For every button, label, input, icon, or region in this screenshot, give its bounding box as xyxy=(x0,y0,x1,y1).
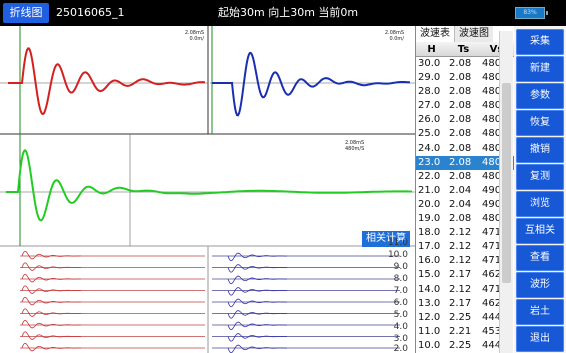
trace-blue-pulse xyxy=(227,287,287,296)
table-row[interactable]: 20.0 2.04 490 xyxy=(418,198,502,210)
header-ts: Ts xyxy=(457,44,470,55)
tab-velocity-chart[interactable]: 波速图 xyxy=(454,26,493,42)
blue-waveform xyxy=(212,51,411,117)
file-name: 25016065_1 xyxy=(56,6,125,19)
green-waveform xyxy=(6,148,412,222)
table-row[interactable]: 12.0 2.25 444 xyxy=(418,311,502,323)
trace-blue-pulse xyxy=(227,298,287,308)
table-row[interactable]: 26.0 2.08 480 xyxy=(418,114,502,126)
scrollbar-thumb[interactable] xyxy=(502,83,511,283)
trace-red-pulse xyxy=(21,273,81,283)
trace-red-pulse xyxy=(21,285,81,294)
new-button[interactable]: 新建 xyxy=(516,56,564,82)
trace-blue-pulse xyxy=(227,333,287,342)
top-bar: 折线图 25016065_1 起始30m 向上30m 当前0m 83% xyxy=(0,0,566,26)
table-row[interactable]: 13.0 2.17 462 xyxy=(418,297,502,309)
depth-scale: 11.0 10.0 9.0 8.0 7.0 6.0 5.0 4.0 3.0 2.… xyxy=(362,220,412,353)
function-sidebar: 采集 新建 参数 恢复 撤销 复测 浏览 互相关 查看 波形 岩土 退出 xyxy=(514,26,566,353)
undo-button[interactable]: 撤销 xyxy=(516,137,564,163)
waveform-area: 2.08mS 0.0m/ 2.08mS 0.0m/ 2.08mS 480m/S 相关计… xyxy=(0,26,415,353)
waveform-canvas xyxy=(0,26,415,353)
trace-blue-pulse xyxy=(227,275,287,285)
scale-middle: 2.08mS 480m/S xyxy=(345,140,365,152)
table-row[interactable]: 24.0 2.08 480 xyxy=(418,142,502,154)
table-row[interactable]: 16.0 2.12 471 xyxy=(418,255,502,267)
scale-right: 2.08mS 0.0m/ xyxy=(384,30,404,42)
trace-red-pulse xyxy=(21,296,81,306)
waveform-button[interactable]: 波形 xyxy=(516,272,564,298)
table-row[interactable]: 27.0 2.08 480 xyxy=(418,100,502,112)
table-tabs: 波速表 波速图 xyxy=(416,26,514,42)
depth-label: 10.0 xyxy=(387,250,408,260)
table-row[interactable]: 11.0 2.21 453 xyxy=(418,325,502,337)
chart-mode-button[interactable]: 折线图 xyxy=(3,3,49,23)
table-scrollbar[interactable] xyxy=(499,31,513,353)
view-button[interactable]: 查看 xyxy=(516,245,564,271)
table-row[interactable]: 17.0 2.12 471 xyxy=(418,241,502,253)
trace-blue-pulse xyxy=(227,344,287,353)
depth-label: 6.0 xyxy=(393,298,408,308)
correlation-calc-button[interactable]: 相关计算 xyxy=(362,231,410,247)
table-body: 30.0 2.08 480 29.0 2.08 480 28.0 2.08 480 27.0… xyxy=(416,57,514,353)
trace-red-pulse xyxy=(21,250,81,260)
table-row[interactable]: 10.0 2.25 444 xyxy=(418,339,502,351)
trace-blue-pulse xyxy=(227,252,287,262)
red-waveform xyxy=(8,47,205,116)
acquire-button[interactable]: 采集 xyxy=(516,29,564,55)
depth-label: 5.0 xyxy=(393,310,408,320)
table-row[interactable]: 30.0 2.08 480 xyxy=(418,58,502,69)
params-button[interactable]: 参数 xyxy=(516,83,564,109)
trace-blue-pulse xyxy=(227,264,287,273)
table-row[interactable]: 15.0 2.17 462 xyxy=(418,269,502,281)
scale-left: 2.08mS 0.0m/ xyxy=(184,30,204,42)
table-row[interactable]: 22.0 2.08 480 xyxy=(418,170,502,182)
table-row[interactable]: 14.0 2.12 471 xyxy=(418,283,502,295)
geotech-button[interactable]: 岩土 xyxy=(516,299,564,325)
trace-red-pulse xyxy=(21,308,81,317)
trace-red-pulse xyxy=(21,342,81,352)
trace-blue-pulse xyxy=(227,310,287,319)
table-row[interactable]: 29.0 2.08 480 xyxy=(418,72,502,84)
tab-velocity-table[interactable]: 波速表 xyxy=(416,26,454,42)
table-row[interactable]: 18.0 2.12 471 xyxy=(418,227,502,239)
depth-label: 2.0 xyxy=(393,344,408,353)
table-row[interactable]: 21.0 2.04 490 xyxy=(418,184,502,196)
header-vs: Vs xyxy=(489,44,504,55)
trace-red-pulse xyxy=(21,331,81,340)
table-row[interactable]: 19.0 2.08 480 xyxy=(418,213,502,225)
restore-button[interactable]: 恢复 xyxy=(516,110,564,136)
trace-red-pulse xyxy=(21,319,81,329)
exit-button[interactable]: 退出 xyxy=(516,326,564,352)
depth-status: 起始30m 向上30m 当前0m xyxy=(218,6,359,19)
battery-icon: 83% xyxy=(515,7,548,19)
table-row-selected[interactable]: 23.0 2.08 480 xyxy=(416,155,514,170)
browse-button[interactable]: 浏览 xyxy=(516,191,564,217)
trace-red-pulse xyxy=(21,262,81,271)
depth-label: 3.0 xyxy=(393,334,408,344)
depth-label: 8.0 xyxy=(393,274,408,284)
cross-correlation-button[interactable]: 互相关 xyxy=(516,218,564,244)
table-row[interactable]: 25.0 2.08 480 xyxy=(418,128,502,140)
depth-label: 9.0 xyxy=(393,262,408,272)
trace-blue-pulse xyxy=(227,321,287,331)
retest-button[interactable]: 复测 xyxy=(516,164,564,190)
header-h: H xyxy=(427,44,436,55)
depth-label: 11.0 xyxy=(387,238,408,248)
table-header: H Ts Vs xyxy=(416,42,514,57)
depth-label: 7.0 xyxy=(393,286,408,296)
table-row[interactable]: 28.0 2.08 480 xyxy=(418,86,502,98)
depth-label: 4.0 xyxy=(393,322,408,332)
velocity-table-panel: 波速表 波速图 H Ts Vs 30.0 2.08 480 29.0 2.08 480 … xyxy=(415,26,514,353)
